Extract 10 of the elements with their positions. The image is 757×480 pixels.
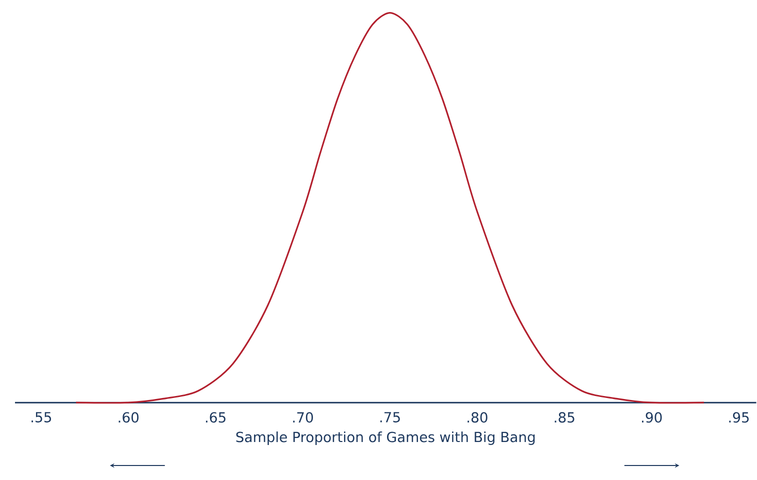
x-tick-label: .80 [468,412,488,423]
x-tick-label: .60 [118,412,139,423]
x-tick-label: .90 [642,412,662,423]
x-tick-label: .65 [206,412,226,423]
x-tick-label: .85 [554,412,574,423]
x-tick-label: .55 [32,412,52,423]
x-axis-title: Sample Proportion of Games with Big Bang [236,432,535,446]
x-tick-label: .70 [293,412,313,423]
x-tick-label: .75 [380,412,400,423]
x-tick-label: .95 [729,412,749,423]
